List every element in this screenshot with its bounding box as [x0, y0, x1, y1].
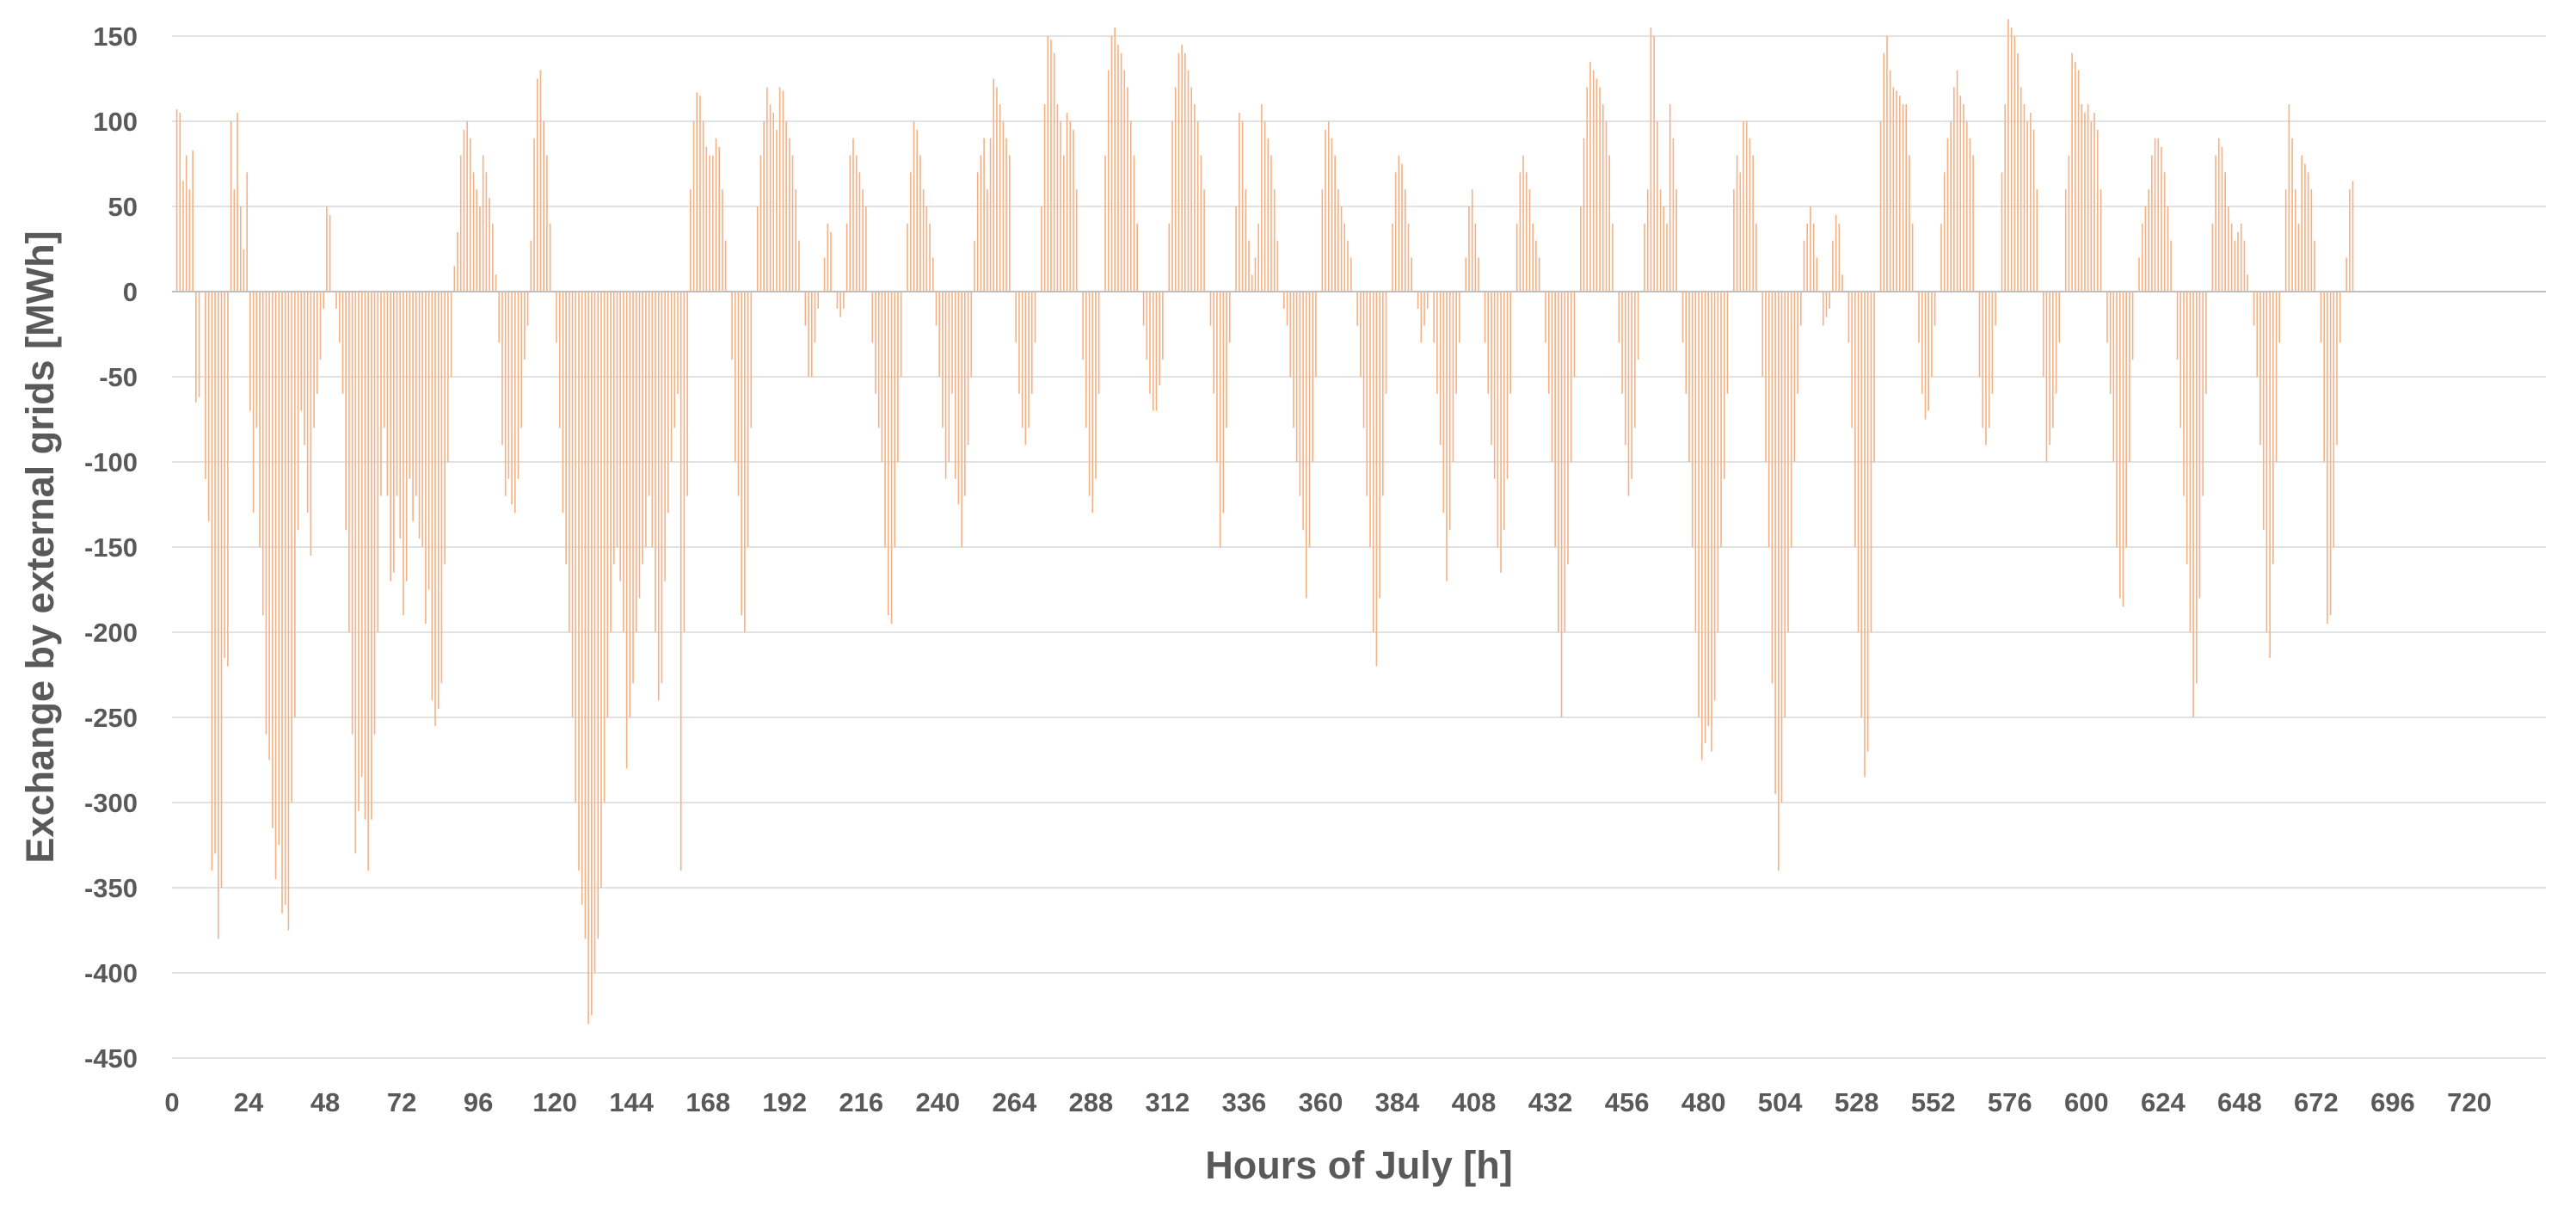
- x-tick-label: 24: [234, 1087, 264, 1117]
- y-tick-label: -400: [84, 958, 138, 988]
- x-tick-label: 576: [1988, 1087, 2032, 1117]
- y-tick-label: 0: [123, 277, 138, 307]
- x-tick-label: 504: [1758, 1087, 1803, 1117]
- x-tick-label: 720: [2447, 1087, 2492, 1117]
- x-tick-label: 336: [1222, 1087, 1267, 1117]
- gridlines: [172, 35, 2546, 1059]
- y-tick-label: 150: [93, 22, 138, 52]
- x-tick-label: 672: [2294, 1087, 2339, 1117]
- x-tick-label: 408: [1452, 1087, 1497, 1117]
- x-tick-label: 312: [1146, 1087, 1190, 1117]
- x-tick-label: 528: [1835, 1087, 1879, 1117]
- y-axis-tick-labels: 150 100 50 0 -50 -100 -150 -200 -250 -300 -350 -400…: [84, 22, 138, 1074]
- y-axis-title: Exchange by external grids [MWh]: [18, 231, 62, 863]
- x-tick-label: 144: [609, 1087, 654, 1117]
- y-tick-label: -200: [84, 618, 138, 648]
- y-tick-label: -50: [99, 362, 138, 392]
- x-tick-label: 648: [2217, 1087, 2262, 1117]
- x-tick-label: 192: [762, 1087, 807, 1117]
- x-tick-label: 216: [839, 1087, 883, 1117]
- x-tick-label: 288: [1069, 1087, 1114, 1117]
- y-tick-label: -150: [84, 532, 138, 563]
- x-tick-label: 552: [1911, 1087, 1956, 1117]
- y-tick-label: -250: [84, 703, 138, 733]
- x-tick-label: 240: [915, 1087, 960, 1117]
- y-tick-label: -350: [84, 873, 138, 903]
- y-tick-label: 100: [93, 107, 138, 137]
- bars: [175, 19, 2354, 1024]
- x-tick-label: 384: [1375, 1087, 1420, 1117]
- x-tick-label: 72: [387, 1087, 416, 1117]
- x-tick-label: 48: [310, 1087, 340, 1117]
- y-tick-label: -450: [84, 1043, 138, 1074]
- x-tick-label: 264: [992, 1087, 1036, 1117]
- x-tick-label: 456: [1605, 1087, 1650, 1117]
- y-tick-label: -300: [84, 788, 138, 818]
- x-axis-title: Hours of July [h]: [1205, 1143, 1513, 1187]
- y-tick-label: 50: [108, 192, 138, 222]
- x-tick-label: 96: [464, 1087, 493, 1117]
- x-tick-label: 624: [2141, 1087, 2186, 1117]
- x-tick-label: 168: [685, 1087, 730, 1117]
- x-tick-label: 480: [1681, 1087, 1726, 1117]
- y-tick-label: -100: [84, 447, 138, 477]
- x-tick-label: 600: [2064, 1087, 2109, 1117]
- x-tick-label: 360: [1299, 1087, 1343, 1117]
- x-tick-label: 0: [164, 1087, 179, 1117]
- x-tick-label: 696: [2370, 1087, 2415, 1117]
- x-axis-tick-labels: 0 24 48 72 96 120 144 168 192 216 240 264 288 312 336 3…: [164, 1087, 2491, 1117]
- x-tick-label: 432: [1528, 1087, 1573, 1117]
- x-tick-label: 120: [532, 1087, 577, 1117]
